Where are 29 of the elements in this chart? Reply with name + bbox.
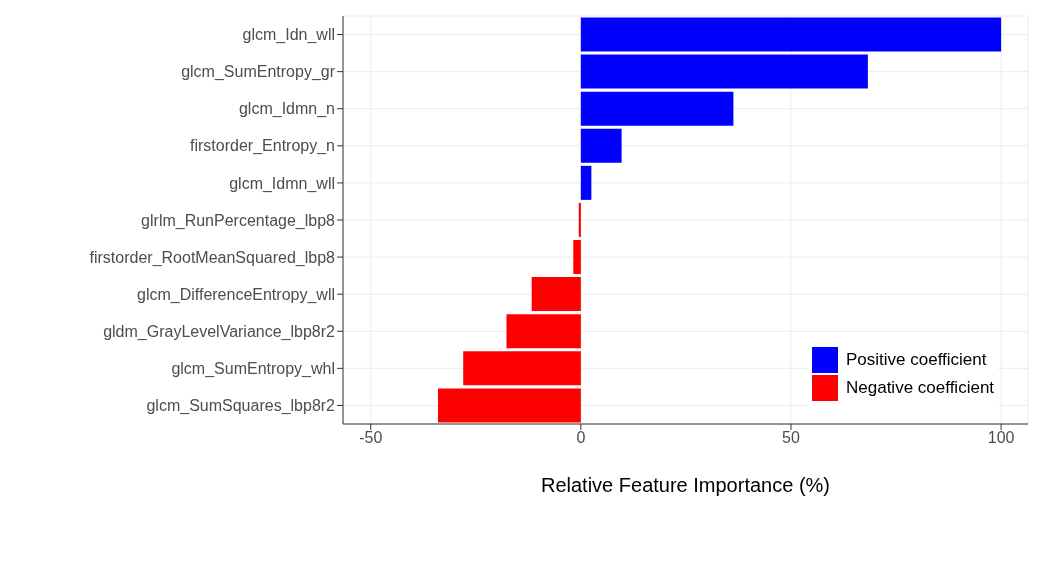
- y-tick-label: glcm_DifferenceEntropy_wll: [136, 285, 335, 304]
- y-tick-label: glcm_Idmn_wll: [229, 174, 335, 193]
- bar: [437, 388, 581, 423]
- bar: [580, 128, 622, 163]
- legend-label: Positive coefficient: [846, 350, 987, 370]
- y-tick-label: glcm_Idmn_n: [238, 100, 335, 119]
- y-tick-label: gldm_GrayLevelVariance_lbp8r2: [103, 322, 336, 341]
- bar: [578, 202, 581, 237]
- x-tick-label: -50: [359, 429, 383, 447]
- legend-label: Negative coefficient: [846, 378, 995, 398]
- bar: [580, 54, 868, 89]
- bar: [463, 351, 581, 386]
- y-tick-label: glrlm_RunPercentage_lbp8: [141, 211, 336, 230]
- y-tick-label: glcm_SumSquares_lbp8r2: [146, 397, 336, 416]
- x-tick-label: 50: [782, 429, 800, 447]
- bar: [580, 17, 1002, 52]
- x-tick-label: 0: [576, 429, 586, 447]
- y-tick-label: glcm_SumEntropy_gr: [181, 63, 336, 82]
- y-tick-label: firstorder_RootMeanSquared_lbp8: [89, 248, 336, 267]
- bar: [580, 91, 734, 126]
- bar: [580, 165, 592, 200]
- bar: [506, 314, 581, 349]
- x-axis-title: Relative Feature Importance (%): [540, 474, 831, 496]
- y-tick-label: glcm_Idn_wll: [242, 26, 335, 45]
- y-tick-label: glcm_SumEntropy_whl: [171, 360, 335, 379]
- bar: [531, 277, 581, 312]
- x-tick-label: 100: [987, 429, 1015, 447]
- bar: [573, 240, 581, 275]
- y-tick-label: firstorder_Entropy_n: [190, 137, 335, 156]
